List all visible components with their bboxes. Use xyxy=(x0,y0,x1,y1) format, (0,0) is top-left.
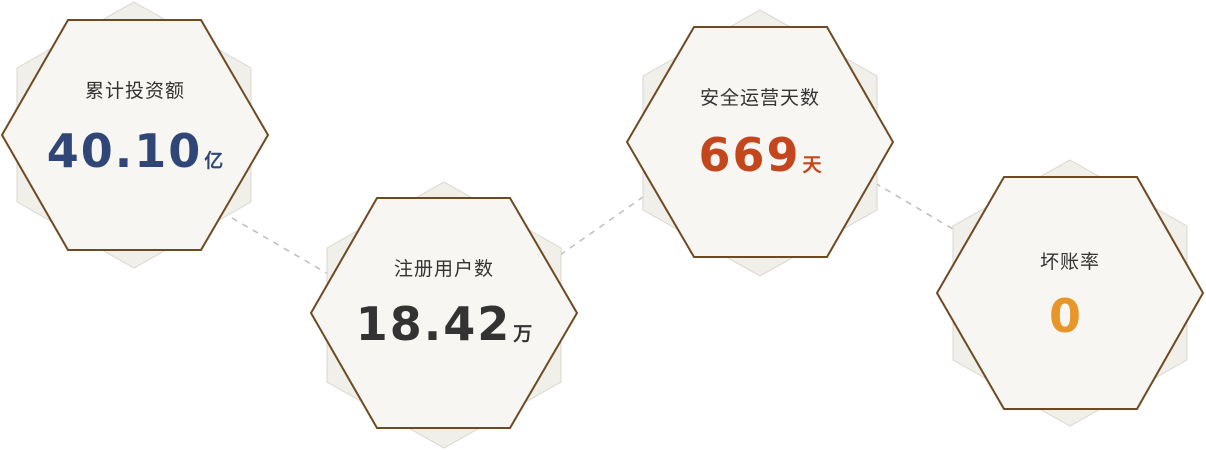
stat-card-bad-debt-rate: 坏账率 0 xyxy=(935,159,1205,427)
hex-front-shape xyxy=(935,176,1205,410)
stat-label: 坏账率 xyxy=(1040,251,1100,273)
hex-front-shape xyxy=(625,26,895,258)
stat-unit: 亿 xyxy=(204,149,223,172)
stat-value-group: 0 xyxy=(1049,289,1083,343)
connector-line xyxy=(874,182,959,233)
stat-label: 注册用户数 xyxy=(394,258,494,280)
hex-front-shape xyxy=(0,19,270,251)
connector-line xyxy=(559,196,644,256)
stat-card-registered-users: 注册用户数 18.42 万 xyxy=(309,181,579,449)
stat-card-safe-operation-days: 安全运营天数 669 天 xyxy=(625,9,895,277)
stat-unit: 天 xyxy=(803,154,823,176)
stat-value-group: 18.42 万 xyxy=(356,297,533,351)
connector-line xyxy=(231,217,331,276)
stat-label: 累计投资额 xyxy=(85,80,185,102)
stat-unit: 万 xyxy=(512,323,532,345)
stat-value: 40.10 xyxy=(47,124,203,178)
stat-value: 669 xyxy=(698,128,800,182)
hex-front-shape xyxy=(309,197,579,429)
stat-value-group: 40.10 亿 xyxy=(47,124,224,178)
stat-value: 18.42 xyxy=(356,297,512,351)
stat-value-group: 669 天 xyxy=(698,128,822,182)
stat-label: 安全运营天数 xyxy=(700,87,820,109)
stat-card-total-investment: 累计投资额 40.10 亿 xyxy=(0,1,270,269)
stat-value: 0 xyxy=(1049,289,1083,343)
